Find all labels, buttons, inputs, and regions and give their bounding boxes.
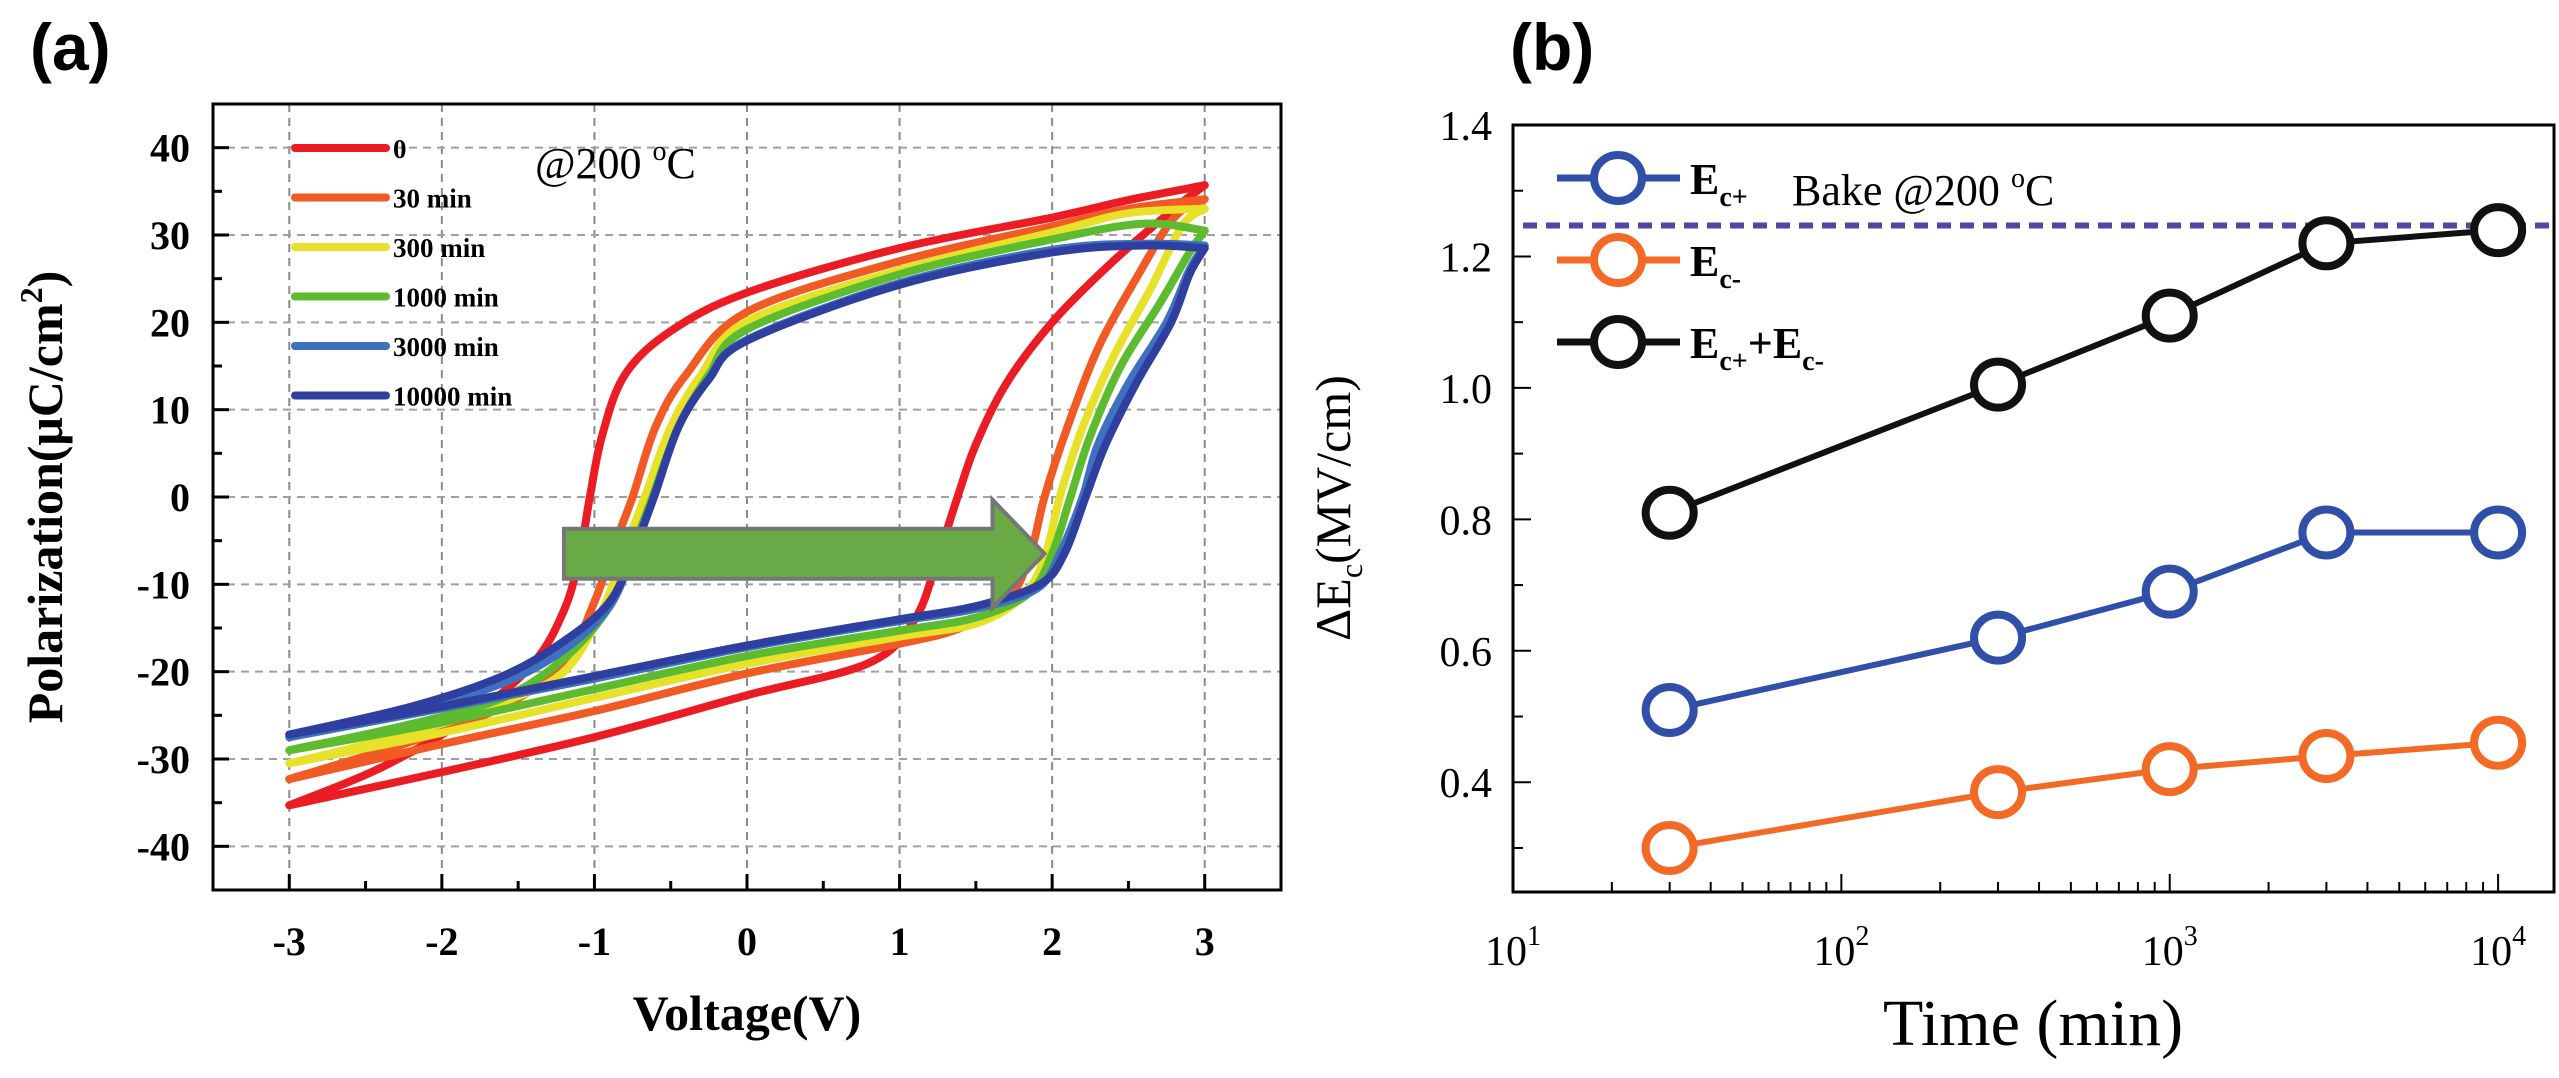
- open-circle-marker-icon: [1590, 151, 1646, 205]
- b-y-tick-label: 1.2: [1440, 235, 1493, 281]
- panel-label-b: (b): [1510, 10, 1594, 84]
- a-legend-label: 3000 min: [393, 332, 499, 362]
- a-y-tick-label: -30: [137, 737, 190, 782]
- b-series-line: [1669, 529, 2499, 713]
- a-y-tick-label: 40: [150, 126, 190, 171]
- b-data-point-marker: [2298, 728, 2355, 783]
- b-series: [1641, 203, 2527, 875]
- a-temperature-annotation: @200 oC: [535, 136, 696, 188]
- b-data-point-marker: [1970, 765, 2027, 820]
- a-legend-label: 1000 min: [393, 283, 499, 313]
- b-legend-item: Ec++Ec-: [1557, 315, 1824, 377]
- a-legend-item: 1000 min: [291, 283, 499, 313]
- b-data-point-marker: [2470, 505, 2527, 560]
- b-y-tick-label: 0.8: [1440, 498, 1493, 544]
- b-y-tick-label: 1.0: [1440, 367, 1493, 413]
- a-series-loop-10000-min: [285, 241, 1209, 739]
- a-y-tick-label: -40: [137, 824, 190, 869]
- b-x-axis-label: Time (min): [1883, 987, 2183, 1060]
- a-x-tick-label: 3: [1195, 919, 1215, 964]
- b-data-point-marker: [2298, 505, 2355, 560]
- a-y-tick-label: -20: [137, 650, 190, 695]
- b-data-point-marker: [1641, 485, 1698, 540]
- a-x-axis-label: Voltage(V): [633, 985, 862, 1041]
- b-legend-item: Ec+: [1557, 151, 1748, 213]
- b-series-line: [1668, 227, 2499, 516]
- a-legend-item: 3000 min: [291, 332, 499, 362]
- a-legend-item: 10000 min: [291, 382, 512, 412]
- b-legend-label: Ec++Ec-: [1690, 319, 1824, 377]
- b-series-Ec-: [1641, 505, 2527, 737]
- a-y-tick-label: -10: [137, 562, 190, 607]
- b-data-point-marker: [1970, 610, 2027, 665]
- b-legend: Ec+ Ec- Ec++Ec-: [1557, 151, 1824, 377]
- a-legend-label: 300 min: [393, 233, 485, 263]
- b-data-point-marker: [2470, 203, 2527, 258]
- a-x-tick-label: -3: [273, 919, 306, 964]
- b-y-tick-label: 0.6: [1440, 630, 1493, 676]
- a-y-tick-label: 0: [170, 475, 190, 520]
- a-legend-item: 300 min: [291, 233, 485, 263]
- a-x-tick-label: 2: [1042, 919, 1062, 964]
- a-legend-label: 0: [393, 134, 407, 164]
- b-plot-frame: [1511, 123, 2556, 894]
- b-bake-annotation: Bake @200 oC: [1792, 163, 2054, 215]
- b-x-tick-label: 103: [2142, 921, 2198, 975]
- b-data-point-marker: [2298, 216, 2355, 271]
- panel-label-a: (a): [30, 10, 111, 84]
- b-x-tick-label: 102: [1813, 921, 1869, 975]
- b-series-Ec-Ec-: [1641, 203, 2527, 540]
- b-series-Ec-: [1641, 715, 2527, 875]
- b-tick-labels: 0.4 0.6 0.8 1.0 1.2 1.4 101 102 103 104: [1440, 104, 2527, 975]
- b-legend-item: Ec-: [1557, 233, 1741, 295]
- a-loop-ascending-branch: [285, 204, 1209, 768]
- a-loop-descending-branch: [285, 226, 1209, 755]
- b-y-axis-label: ΔEc(MV/cm): [1305, 375, 1369, 641]
- a-x-tick-label: 0: [737, 919, 757, 964]
- a-y-axis-label: Polarization(μC/cm2): [13, 271, 73, 724]
- a-arrow-right-icon: [561, 494, 1048, 613]
- open-circle-marker-icon: [1590, 233, 1646, 287]
- b-data-point-marker: [2470, 715, 2527, 770]
- b-y-tick-label: 1.4: [1440, 104, 1493, 150]
- a-curves: [285, 181, 1209, 810]
- a-legend-label: 10000 min: [393, 382, 512, 412]
- b-data-point-marker: [1641, 820, 1698, 875]
- a-x-tick-label: -2: [425, 919, 458, 964]
- a-loop-ascending-branch: [285, 241, 1209, 739]
- a-ticks: [213, 146, 1207, 890]
- b-data-point-marker: [2141, 564, 2198, 619]
- b-ticks: [1512, 124, 2500, 892]
- b-series-line: [1669, 739, 2499, 851]
- a-legend-item: 0: [291, 134, 407, 164]
- a-x-tick-label: -1: [578, 919, 611, 964]
- b-data-point-marker: [1641, 682, 1698, 737]
- b-x-tick-label: 101: [1485, 921, 1541, 975]
- a-shift-arrow: [561, 494, 1048, 613]
- a-legend-item: 30 min: [291, 184, 472, 214]
- a-y-tick-label: 30: [150, 213, 190, 258]
- a-x-tick-label: 1: [890, 919, 910, 964]
- a-loop-descending-branch: [285, 244, 1209, 739]
- a-y-tick-label: 20: [150, 300, 190, 345]
- b-legend-label: Ec+: [1690, 155, 1748, 213]
- b-data-point-marker: [2141, 288, 2198, 343]
- b-y-tick-label: 0.4: [1440, 761, 1493, 807]
- a-legend-label: 30 min: [393, 184, 472, 214]
- b-data-point-marker: [2141, 742, 2198, 797]
- b-legend-label: Ec-: [1690, 237, 1741, 295]
- a-y-tick-label: 10: [150, 388, 190, 433]
- open-circle-marker-icon: [1590, 315, 1646, 369]
- a-legend: 0 30 min 300 min 1000 min 3000 min 10000 min: [291, 134, 512, 412]
- b-data-point-marker: [1970, 357, 2027, 412]
- b-x-tick-label: 104: [2470, 921, 2526, 975]
